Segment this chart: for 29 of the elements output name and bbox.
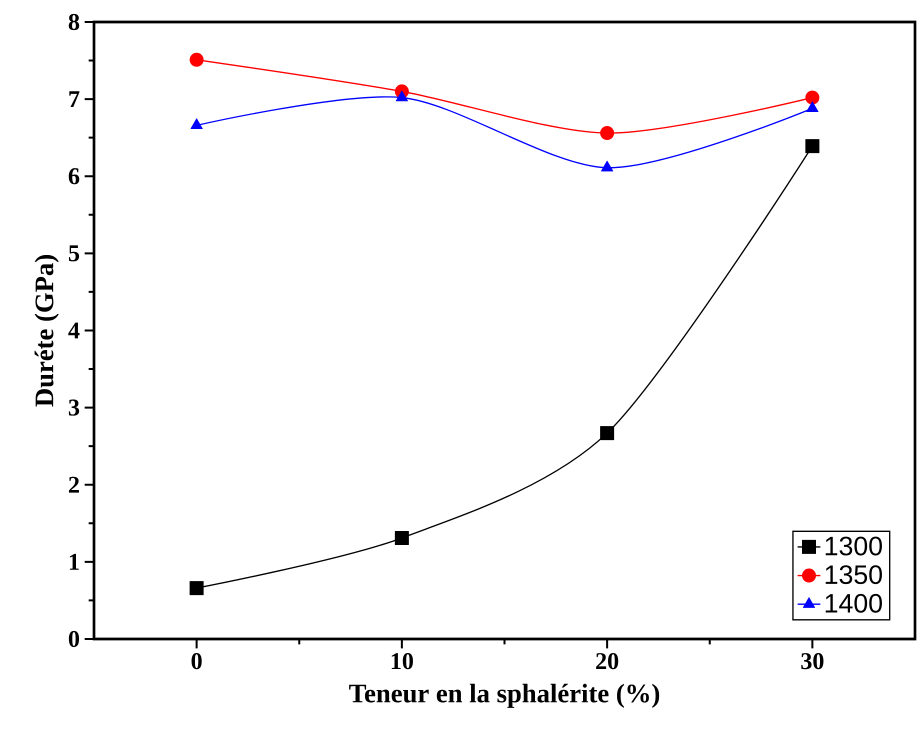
legend-label: 1400 [826,594,882,613]
point [396,90,408,102]
y-tick-label: 5 [68,245,80,262]
point [190,118,203,130]
y-tick-label: 0 [68,630,80,648]
point [805,90,820,105]
x-tick-label: 10 [392,653,413,670]
y-tick-label: 4 [68,322,80,338]
y-tick-label: 3 [68,400,80,416]
point [601,160,614,172]
point [190,52,204,67]
legend-label: 1350 [826,565,882,584]
point [600,126,614,140]
point [190,581,204,596]
point [394,530,409,545]
y-tick-label: 6 [68,168,80,184]
point [805,139,820,154]
legend-label: 1300 [826,536,882,556]
x-tick-label: 0 [192,653,202,670]
x-axis-title: Teneur en la sphalérite (%) [349,684,660,708]
x-tick-label: 30 [801,653,824,670]
y-tick-label: 1 [70,554,79,570]
x-tick-label: 20 [596,653,618,670]
point [806,101,818,112]
y-tick-label: 2 [68,476,79,493]
y-tick-label: 8 [68,14,80,30]
point [600,426,614,440]
y-tick-label: 7 [69,91,80,107]
y-axis-title: Duréte (GPa) [34,255,59,407]
